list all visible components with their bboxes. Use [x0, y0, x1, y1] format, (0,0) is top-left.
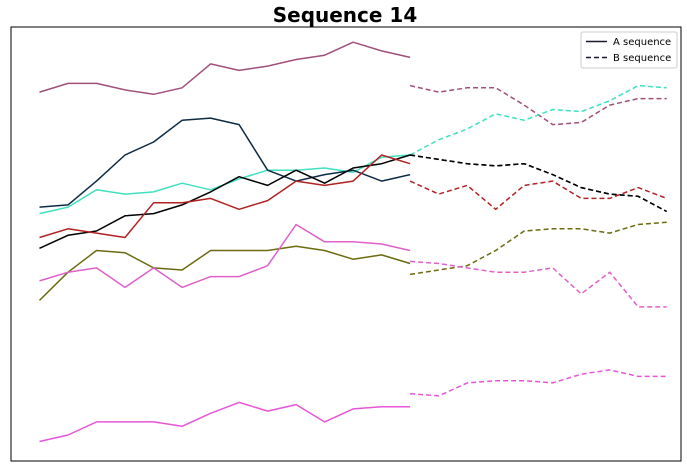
legend-label-b-sequence: B sequence: [613, 53, 671, 64]
series-7-a-sequence-line: [39, 223, 411, 289]
series-5-b-sequence-line: [409, 180, 667, 211]
series-7-b-sequence-line: [410, 260, 667, 308]
series-2-b-sequence-line: [409, 84, 667, 156]
legend-label-a-sequence: A sequence: [613, 37, 671, 48]
series-5-a-sequence-line: [39, 154, 411, 239]
series-3-b-sequence-line: [409, 154, 668, 213]
series-6-a-sequence-line: [38, 245, 411, 301]
series-layer: [38, 41, 668, 443]
legend: A sequence B sequence: [580, 31, 678, 69]
series-4-b-sequence-line: [409, 154, 668, 213]
chart-title: Sequence 14: [273, 3, 418, 27]
plot-area-frame: [10, 26, 682, 462]
series-1-a-sequence-line: [39, 41, 411, 96]
series-8-b-sequence-line: [410, 369, 667, 397]
series-8-a-sequence-line: [39, 401, 411, 443]
series-4-a-sequence-line: [39, 154, 411, 249]
series-3-a-sequence-line: [39, 117, 411, 208]
series-6-b-sequence-line: [409, 221, 667, 276]
